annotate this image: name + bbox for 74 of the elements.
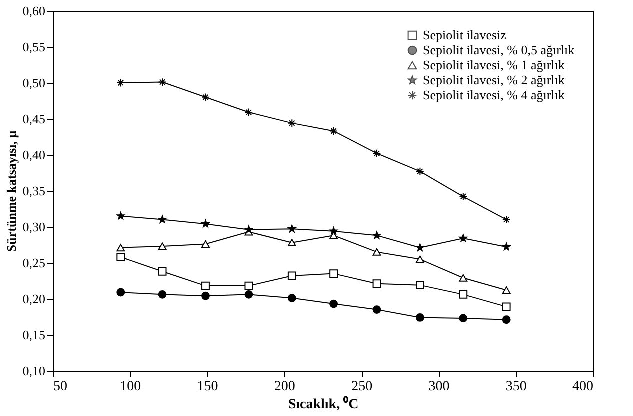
point	[416, 256, 424, 264]
point	[372, 280, 382, 288]
point	[158, 78, 167, 86]
point	[416, 244, 424, 252]
point	[372, 248, 382, 256]
x-tick-label: 50	[54, 380, 68, 394]
y-tick-label: 0,10	[22, 364, 46, 378]
point	[202, 220, 210, 228]
y-tick-label: 0,20	[22, 292, 46, 306]
x-tick-label: 350	[506, 380, 527, 394]
point	[202, 292, 210, 300]
legend-label: Sepiolit ilavesi, % 2 ağırlık	[423, 72, 566, 88]
y-tick-label: 0,40	[22, 148, 46, 162]
x-tick-label: 300	[428, 380, 450, 394]
point	[416, 314, 424, 322]
point	[502, 216, 511, 224]
x-tick-label: 150	[197, 380, 218, 394]
point	[288, 224, 296, 233]
point	[459, 290, 468, 299]
point	[416, 167, 424, 176]
point	[202, 240, 210, 248]
point	[330, 127, 338, 136]
y-tick-label: 0,60	[22, 4, 46, 18]
point	[502, 316, 511, 324]
point	[459, 192, 468, 201]
point	[244, 226, 253, 234]
point	[330, 300, 338, 308]
point	[416, 281, 424, 290]
point	[158, 267, 167, 276]
point	[202, 93, 210, 102]
point	[459, 274, 468, 282]
x-tick-label: 250	[352, 380, 373, 394]
point	[158, 242, 167, 250]
x-tick-label: 100	[120, 380, 142, 394]
x-axis-title: Sıcaklık, ⁰C	[288, 396, 359, 412]
point	[288, 239, 296, 247]
y-axis-title: Sürtünme katsayısı, μ	[4, 130, 19, 252]
point	[116, 253, 126, 262]
point	[372, 149, 382, 158]
point	[116, 212, 125, 220]
x-tick-label: 200	[274, 380, 296, 394]
point	[502, 302, 511, 312]
legend-label: Sepiolit ilavesiz	[423, 28, 507, 42]
point	[372, 231, 382, 240]
point	[116, 288, 126, 297]
y-tick-label: 0,35	[22, 184, 46, 198]
point	[158, 290, 167, 299]
point	[244, 282, 254, 290]
y-tick-label: 0,45	[22, 112, 46, 126]
point	[372, 306, 382, 314]
point	[244, 108, 254, 117]
point	[330, 227, 338, 235]
point	[244, 290, 254, 299]
point	[288, 294, 296, 302]
point	[116, 78, 126, 88]
point	[202, 282, 210, 290]
point	[330, 270, 338, 278]
point	[459, 234, 468, 242]
y-tick-label: 0,25	[22, 256, 46, 270]
point	[116, 244, 126, 252]
point	[502, 286, 511, 294]
legend-label: Sepiolit ilavesi, % 0,5 ağırlık	[423, 42, 576, 58]
point	[502, 242, 511, 251]
legend-label: Sepiolit ilavesi, % 4 ağırlık	[423, 88, 566, 102]
x-tick-label: 400	[572, 380, 594, 394]
point	[459, 314, 468, 323]
point	[288, 119, 296, 128]
legend-label: Sepiolit ilavesi, % 1 ağırlık	[423, 58, 566, 72]
y-tick-label: 0,30	[22, 220, 46, 234]
point	[288, 272, 296, 280]
y-tick-label: 0,50	[22, 76, 46, 90]
point	[158, 216, 167, 224]
y-tick-label: 0,55	[22, 40, 46, 54]
y-tick-label: 0,15	[22, 328, 46, 342]
